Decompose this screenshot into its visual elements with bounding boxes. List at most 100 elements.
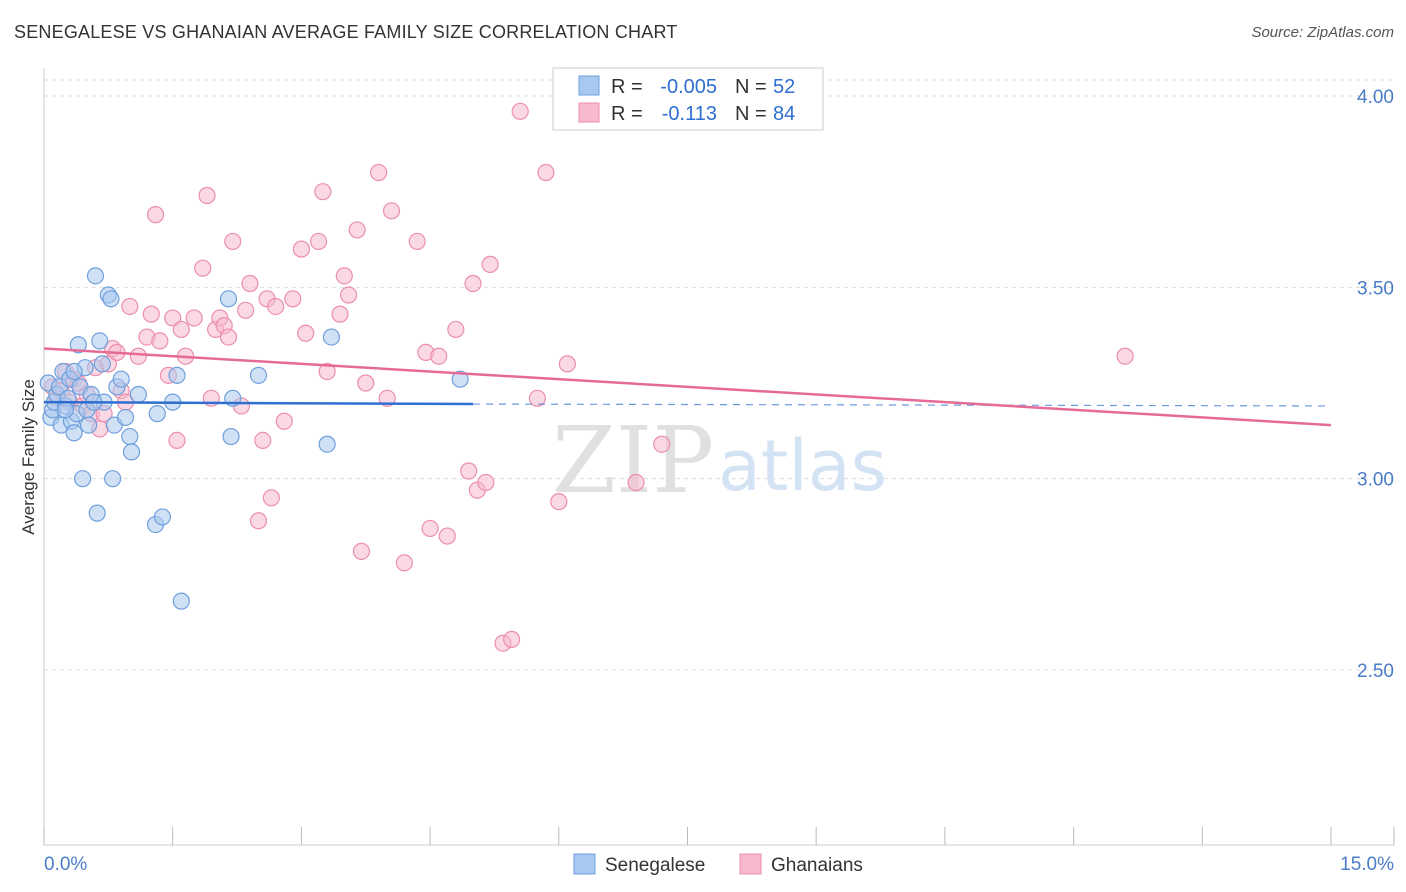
ghanaians-point bbox=[430, 347, 448, 365]
watermark-zip: ZIP bbox=[552, 407, 714, 514]
senegalese-point bbox=[102, 290, 120, 308]
ghanaians-point bbox=[331, 305, 349, 323]
x-tick-label-max: 15.0% bbox=[1340, 854, 1394, 875]
ghanaians-point bbox=[168, 431, 186, 449]
legend-n-label-1: N = bbox=[735, 76, 767, 98]
legend-n-value-1: 52 bbox=[773, 76, 795, 98]
ghanaians-point bbox=[249, 512, 268, 530]
ghanaians-point bbox=[481, 255, 499, 273]
bottom-legend-label-ghanaians: Ghanaians bbox=[771, 855, 863, 876]
ghanaians-point bbox=[339, 286, 358, 304]
ghanaians-point bbox=[151, 332, 169, 350]
ghanaians-point bbox=[348, 221, 366, 239]
watermark-atlas: atlas bbox=[718, 425, 887, 507]
ghanaians-point bbox=[129, 347, 147, 365]
ghanaians-point bbox=[378, 389, 396, 407]
ghanaians-point bbox=[537, 163, 555, 182]
ghanaians-point bbox=[503, 630, 521, 648]
senegalese-point bbox=[219, 290, 238, 308]
ghanaians-point bbox=[352, 542, 371, 560]
senegalese-point bbox=[104, 470, 122, 488]
ghanaians-point bbox=[464, 274, 482, 293]
senegalese-points bbox=[39, 267, 469, 610]
ghanaians-point bbox=[382, 202, 401, 220]
ghanaians-point bbox=[185, 309, 203, 327]
ghanaians-point bbox=[653, 435, 671, 453]
source-label: Source: ZipAtlas.com bbox=[1251, 24, 1394, 41]
senegalese-point bbox=[56, 401, 75, 419]
ghanaians-point bbox=[142, 305, 160, 323]
ghanaians-point bbox=[477, 473, 495, 492]
ghanaians-point bbox=[309, 232, 328, 251]
senegalese-point bbox=[172, 592, 190, 610]
senegalese-point bbox=[318, 435, 336, 453]
senegalese-point bbox=[168, 366, 186, 384]
legend-r-label-2: R = bbox=[611, 103, 643, 125]
ghanaians-point bbox=[335, 267, 353, 285]
legend-n-value-2: 84 bbox=[773, 103, 795, 125]
chart-title: SENEGALESE VS GHANAIAN AVERAGE FAMILY SI… bbox=[14, 22, 678, 42]
ghanaians-point bbox=[297, 324, 315, 342]
legend-r-label-1: R = bbox=[611, 76, 643, 98]
y-tick-label: 2.50 bbox=[1357, 661, 1394, 682]
ghanaians-point bbox=[194, 259, 212, 277]
ghanaians-point bbox=[408, 232, 426, 251]
senegalese-point bbox=[69, 336, 87, 354]
legend-swatch-senegalese bbox=[578, 75, 600, 96]
ghanaians-point bbox=[395, 554, 413, 572]
senegalese-point bbox=[65, 362, 83, 381]
senegalese-point bbox=[153, 508, 172, 526]
ghanaians-point bbox=[318, 362, 336, 381]
ghanaians-trend-line bbox=[43, 347, 1332, 427]
ghanaians-points bbox=[43, 102, 1134, 652]
senegalese-trend-extension bbox=[472, 403, 1332, 407]
ghanaians-point bbox=[224, 232, 242, 251]
gridlines bbox=[44, 79, 1394, 671]
senegalese-point bbox=[88, 504, 106, 522]
senegalese-point bbox=[74, 470, 92, 488]
y-tick-label: 4.00 bbox=[1357, 87, 1394, 108]
senegalese-point bbox=[322, 328, 341, 346]
senegalese-point bbox=[80, 416, 98, 434]
ghanaians-point bbox=[447, 320, 465, 339]
legend-swatch-ghanaians bbox=[578, 102, 600, 123]
bottom-legend-swatch-senegalese bbox=[573, 853, 596, 875]
ghanaians-point bbox=[1116, 347, 1134, 365]
ghanaians-point bbox=[550, 493, 568, 511]
ghanaians-point bbox=[164, 309, 182, 327]
ghanaians-point bbox=[292, 240, 310, 258]
y-tick-labels: 2.50 3.00 3.50 4.00 bbox=[1357, 87, 1394, 682]
bottom-legend-swatch-ghanaians bbox=[739, 853, 762, 875]
senegalese-point bbox=[116, 408, 135, 427]
x-tick-label-min: 0.0% bbox=[44, 854, 87, 875]
y-axis-label: Average Family Size bbox=[19, 379, 38, 535]
ghanaians-point bbox=[528, 389, 546, 407]
x-axis-ticks bbox=[43, 827, 1395, 845]
senegalese-point bbox=[129, 385, 147, 404]
legend-n-label-2: N = bbox=[735, 103, 767, 125]
ghanaians-point bbox=[172, 320, 190, 339]
ghanaians-point bbox=[219, 328, 238, 346]
trend-lines bbox=[43, 347, 1332, 427]
ghanaians-point bbox=[627, 473, 645, 492]
ghanaians-point bbox=[254, 431, 272, 449]
ghanaians-point bbox=[438, 527, 456, 545]
ghanaians-point bbox=[460, 462, 478, 480]
senegalese-point bbox=[65, 424, 83, 442]
ghanaians-point bbox=[511, 102, 529, 120]
y-tick-label: 3.00 bbox=[1357, 470, 1394, 491]
ghanaians-point bbox=[558, 355, 576, 373]
senegalese-point bbox=[86, 267, 105, 285]
bottom-legend-label-senegalese: Senegalese bbox=[605, 855, 705, 876]
ghanaians-point bbox=[146, 206, 165, 224]
y-tick-label: 3.50 bbox=[1357, 278, 1394, 299]
senegalese-point bbox=[148, 405, 166, 423]
senegalese-point bbox=[249, 366, 268, 384]
legend-r-value-2: -0.113 bbox=[662, 103, 717, 125]
ghanaians-point bbox=[275, 412, 293, 430]
series-legend: Senegalese Ghanaians bbox=[573, 853, 863, 876]
ghanaians-point bbox=[421, 519, 439, 538]
legend-r-value-1: -0.005 bbox=[660, 76, 717, 98]
ghanaians-point bbox=[262, 489, 280, 507]
